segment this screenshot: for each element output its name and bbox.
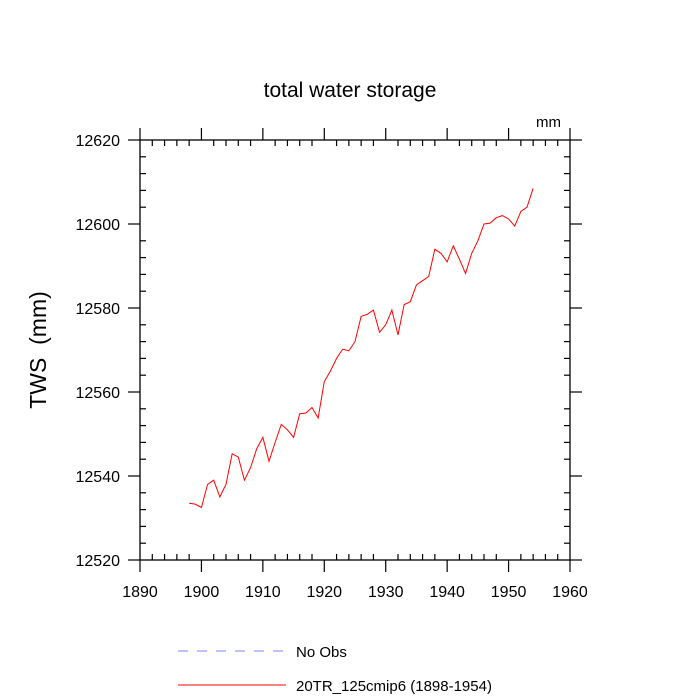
units-label: mm bbox=[536, 114, 561, 131]
x-tick-label: 1940 bbox=[429, 584, 465, 601]
legend-label-20tr: 20TR_125cmip6 (1898-1954) bbox=[296, 678, 492, 695]
x-tick-label: 1950 bbox=[491, 584, 527, 601]
plot-frame bbox=[139, 139, 571, 561]
x-tick-label: 1960 bbox=[552, 584, 588, 601]
y-tick-label: 12540 bbox=[76, 469, 121, 486]
x-tick-label: 1930 bbox=[368, 584, 404, 601]
axis-ticks bbox=[128, 128, 582, 572]
y-tick-label: 12520 bbox=[76, 553, 121, 570]
y-tick-label: 12580 bbox=[76, 301, 121, 318]
y-axis-label: TWS (mm) bbox=[25, 291, 51, 409]
chart-title: total water storage bbox=[264, 79, 437, 102]
x-tick-label: 1900 bbox=[184, 584, 220, 601]
legend-label-no-obs: No Obs bbox=[296, 644, 347, 661]
axis-tick-labels: 1890 1900 1910 1920 1930 1940 1950 1960 12520 125… bbox=[76, 133, 588, 601]
y-tick-label: 12560 bbox=[76, 385, 121, 402]
series-layer bbox=[189, 188, 534, 509]
x-tick-label: 1890 bbox=[122, 584, 158, 601]
x-tick-label: 1910 bbox=[245, 584, 281, 601]
y-tick-label: 12600 bbox=[76, 217, 121, 234]
y-tick-label: 12620 bbox=[76, 133, 121, 150]
x-tick-label: 1920 bbox=[306, 584, 342, 601]
legend: No Obs 20TR_125cmip6 (1898-1954) bbox=[178, 644, 492, 695]
series-line-20tr-125cmip6 bbox=[189, 188, 534, 509]
